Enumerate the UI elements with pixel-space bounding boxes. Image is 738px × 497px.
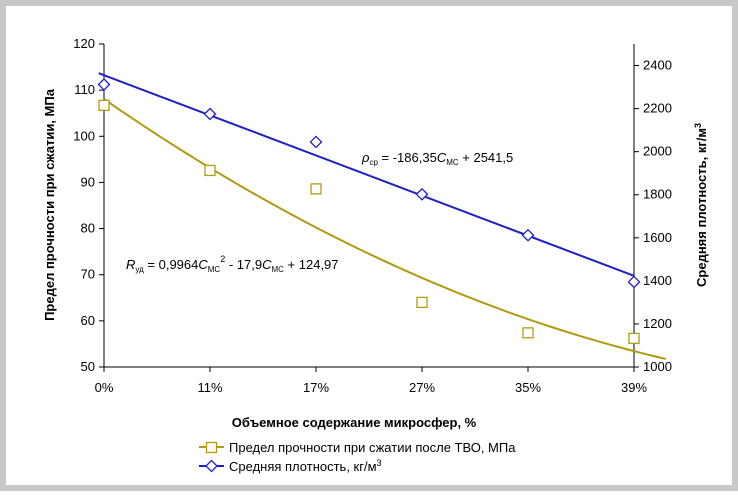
y2-tick-label: 1800	[643, 187, 672, 202]
legend-marker-diamond-icon	[205, 459, 218, 473]
y2-tick-label: 2400	[643, 58, 672, 73]
x-tick-label: 35%	[515, 380, 541, 395]
y2-tick-label: 2200	[643, 101, 672, 116]
x-axis-title: Объемное содержание микросфер, %	[232, 415, 477, 430]
density-point	[521, 228, 535, 242]
x-tick-label: 39%	[621, 380, 647, 395]
legend-item-strength: Предел прочности при сжатии после ТВО, М…	[199, 440, 516, 455]
density-point	[309, 135, 323, 149]
density-point	[627, 275, 641, 289]
y2-tick-label: 1200	[643, 316, 672, 331]
y2-tick-label: 1400	[643, 273, 672, 288]
density-point	[415, 187, 429, 201]
x-tick-label: 27%	[409, 380, 435, 395]
x-tick-label: 17%	[303, 380, 329, 395]
strength-point	[628, 332, 640, 345]
legend-item-density: Средняя плотность, кг/м3	[199, 458, 382, 474]
y2-axis-title: Средняя плотность, кг/м3	[693, 123, 709, 287]
y-axis-title: Предел прочности при сжатии, МПа	[42, 88, 57, 321]
chart-plot: 50 60 70 80 90 100 110 120 1000 1200 1400 1600 1800 2…	[42, 36, 709, 474]
legend-marker-square-icon	[205, 441, 218, 454]
y2-tick-label: 1600	[643, 230, 672, 245]
legend-label-density: Средняя плотность, кг/м3	[229, 458, 382, 474]
strength-trend-equation: Rуд = 0,9964CМС2 - 17,9CМС + 124,97	[126, 254, 339, 274]
strength-point	[416, 296, 428, 309]
density-point	[97, 78, 111, 91]
strength-point	[204, 164, 216, 177]
legend-label-strength: Предел прочности при сжатии после ТВО, М…	[229, 440, 516, 455]
y-tick-label: 60	[81, 313, 95, 328]
y-tick-label: 50	[81, 359, 95, 374]
y-tick-label: 90	[81, 174, 95, 189]
y-tick-label: 70	[81, 267, 95, 282]
x-tick-label: 11%	[197, 380, 222, 395]
strength-trend-line	[103, 98, 667, 360]
y-tick-label: 120	[73, 36, 95, 51]
x-tick-label: 0%	[95, 380, 114, 395]
density-trend-equation: ρср = -186,35CМС + 2541,5	[361, 150, 513, 167]
density-point	[203, 107, 217, 121]
legend: Предел прочности при сжатии после ТВО, М…	[199, 440, 516, 474]
strength-point	[98, 99, 110, 112]
density-trend-line	[98, 72, 635, 277]
y-tick-label: 80	[81, 221, 95, 236]
y2-tick-label: 2000	[643, 144, 672, 159]
y2-tick-label: 1000	[643, 359, 672, 374]
strength-point	[310, 183, 322, 195]
y-tick-label: 100	[73, 128, 95, 143]
y-tick-label: 110	[74, 82, 95, 97]
strength-point	[522, 327, 534, 339]
